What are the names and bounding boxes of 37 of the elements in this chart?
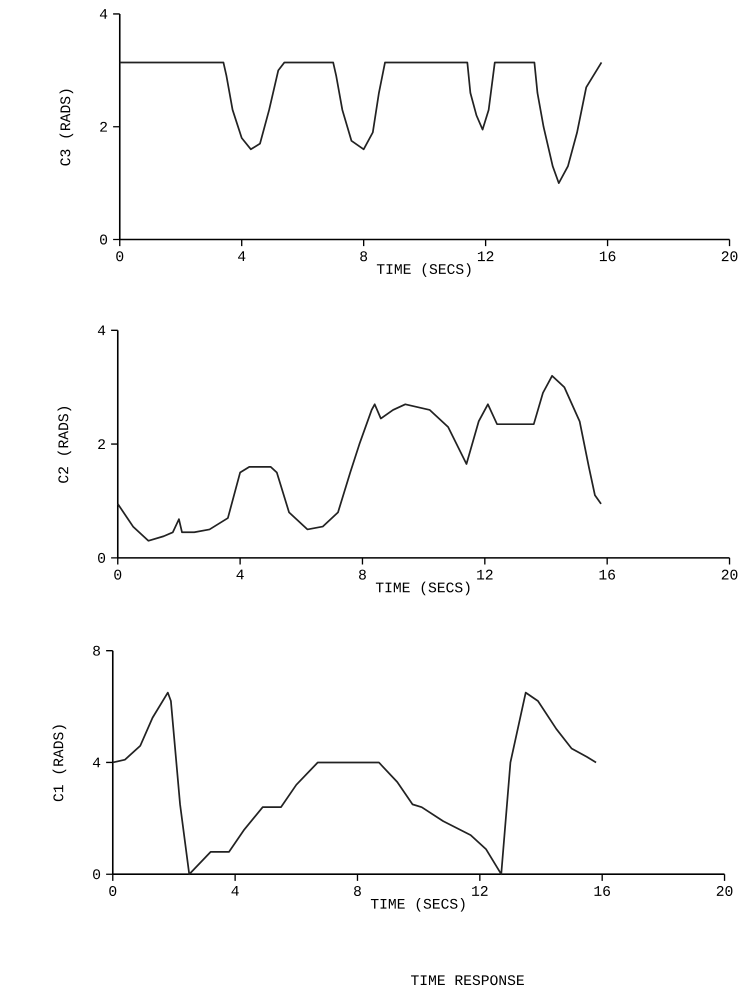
line-series	[118, 62, 602, 184]
x-tick-label: 16	[594, 886, 610, 896]
line-series	[112, 692, 597, 876]
x-tick-label: 12	[472, 886, 488, 896]
text: TIME RESPONSE	[410, 975, 524, 986]
y-axis-title: C2 (RADS)	[57, 407, 71, 483]
x-tick-label: 4	[231, 886, 239, 896]
y-tick-label: 0	[92, 869, 100, 880]
x-tick-label: 0	[109, 886, 116, 896]
y-tick-label: 2	[100, 122, 107, 132]
x-tick-label: 20	[722, 570, 738, 580]
x-tick-label: 12	[476, 570, 492, 580]
y-tick-label: 0	[98, 552, 105, 563]
y-axis-title: C3 (RADS)	[59, 90, 73, 166]
x-tick-label: 12	[478, 251, 494, 262]
x-tick-label: 8	[358, 570, 366, 580]
line-series	[116, 374, 602, 542]
y-axis-title: C1 (RADS)	[52, 725, 66, 802]
y-tick-label: 4	[100, 9, 107, 19]
x-tick-label: 16	[599, 570, 615, 580]
x-tick-label: 0	[116, 251, 124, 262]
x-tick-label: 20	[722, 251, 738, 262]
x-axis-title: TIME (SECS)	[370, 898, 464, 912]
y-tick-label: 0	[100, 234, 107, 244]
x-tick-label: 20	[716, 886, 732, 896]
y-tick-label: 2	[98, 439, 105, 449]
y-tick-label: 4	[92, 758, 100, 768]
y-tick-label: 4	[98, 326, 105, 336]
x-tick-label: 4	[236, 570, 244, 580]
x-tick-label: 4	[238, 251, 246, 261]
x-tick-label: 8	[360, 251, 367, 262]
x-tick-label: 16	[600, 251, 616, 262]
x-tick-label: 0	[114, 570, 122, 580]
x-axis-title: TIME (SECS)	[376, 582, 470, 596]
y-tick-label: 8	[92, 646, 100, 656]
x-tick-label: 8	[354, 886, 361, 896]
x-axis-title: TIME (SECS)	[376, 263, 470, 277]
